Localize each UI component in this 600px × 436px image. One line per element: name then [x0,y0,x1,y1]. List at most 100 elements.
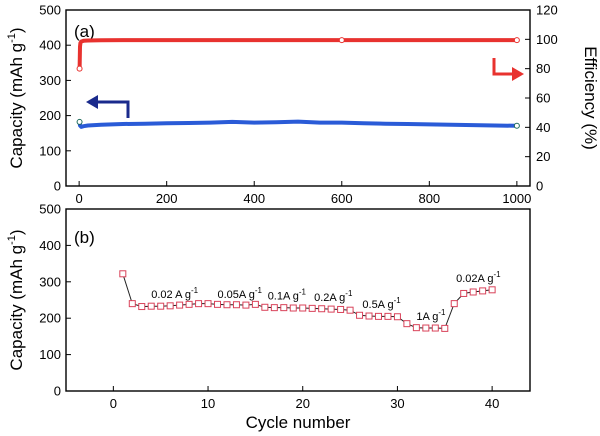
panel-b-data-point [441,324,449,332]
panel-a-y-axis-label-end: ) [7,27,26,33]
rate-annotation: 1A g-1 [416,308,446,323]
panel-b-data-point [403,320,411,328]
panel-a-x-tick-label: 0 [76,191,83,206]
panel-b-data-point [280,304,288,312]
panel-a-y-tick-label: 200 [39,108,61,123]
panel-b-data-point [469,288,477,296]
panel-b-data-point [270,304,278,312]
rate-annotation: 0.02 A g-1 [151,286,198,301]
panel-b-y-axis-label: Capacity (mAh g-1) [6,229,26,370]
panel-b-y-axis-label-sup: -1 [6,235,18,245]
panel-b-data-point [308,304,316,312]
panel-a-label: (a) [74,22,95,41]
arrow-right-marker [492,58,512,76]
rate-annotation: 0.2A g-1 [314,289,353,304]
panel-a-y2-tick-label: 0 [536,179,543,194]
panel-b-data-point [299,304,307,312]
rate-annotation-text: 0.05A g [218,289,255,301]
panel-b-series-line [122,273,493,329]
arrow-left-head [86,95,98,109]
rate-annotation-text: 1A g [416,311,438,323]
panel-a-x-ticks: 0 200 400 600 800 1000 [76,181,531,206]
panel-b-data-point [384,312,392,320]
panel-b-y-tick-label: 500 [39,202,61,217]
panel-a-y-ticks: 0 100 200 300 400 500 [39,3,71,194]
panel-a-series-capacity-line [77,119,517,129]
panel-b-y-tick-label: 100 [39,347,61,362]
panel-b-data-point [346,306,354,314]
panel-a-series-capacity-point [513,122,520,129]
panel-b-data-point [356,311,364,319]
rate-annotation-text: 0.1A g [268,290,299,302]
rate-annotation: 0.5A g-1 [362,296,401,311]
panel-b-x-axis-label: Cycle number [246,413,351,432]
rate-annotation-sup: -1 [299,287,307,296]
panel-a-y2-tick-label: 100 [536,32,558,47]
panel-a-x-tick-label: 200 [156,191,178,206]
rate-annotation-text: 0.02A g [456,273,493,285]
panel-b-x-tick-label: 10 [201,396,215,411]
panel-a-y-axis-label-sup: -1 [6,33,18,43]
panel-b-y-tick-label: 200 [39,311,61,326]
panel-a-x-tick-label: 800 [418,191,440,206]
panel-a-y-tick-label: 100 [39,143,61,158]
rate-annotation-sup: -1 [438,308,446,317]
panel-b-series [119,270,496,332]
panel-b-data-point [251,300,259,308]
panel-b-data-point [431,324,439,332]
panel-a-y2-tick-label: 80 [536,61,550,76]
panel-a-arrows [86,58,524,118]
panel-b-data-point [412,324,420,332]
rate-annotation-text: 0.02 A g [151,289,191,301]
panel-a-series-efficiency-point [513,37,520,44]
panel-b-y-tick-label: 300 [39,274,61,289]
panel-b-data-point [289,304,297,312]
panel-a-y2-tick-label: 60 [536,91,550,106]
panel-b-data-point [488,286,496,294]
panel-b-data-point [128,300,136,308]
rate-annotation-sup: -1 [345,289,353,298]
panel-a-y-tick-label: 500 [39,3,61,18]
panel-a-y2-tick-label: 20 [536,149,550,164]
panel-a-x-tick-label: 1000 [502,191,531,206]
panel-b-x-tick-label: 30 [390,396,404,411]
panel-b-data-point [374,312,382,320]
panel-b-data-point [176,301,184,309]
panel-a-y-tick-label: 300 [39,73,61,88]
panel-b-data-point [450,300,458,308]
panel-b-data-point [157,302,165,310]
panel-b-data-point [318,305,326,313]
panel-a-series-efficiency-line [77,38,517,69]
panel-b-data-point [204,300,212,308]
panel-b-data-point [185,300,193,308]
panel-b-x-tick-label: 40 [485,396,499,411]
panel-a-y-axis-label-main: Capacity (mAh g [7,43,26,169]
arrow-right-head [512,67,524,81]
rate-annotation-text: 0.2A g [314,292,345,304]
rate-annotation-sup: -1 [394,296,402,305]
panel-b-data-point [214,300,222,308]
panel-b-label: (b) [74,228,95,247]
panel-b-data-point [327,305,335,313]
panel-a-plot-frame [65,9,531,187]
panel-b-data-point [232,301,240,309]
panel-b-y-axis-label-main: Capacity (mAh g [7,245,26,371]
panel-a-series-capacity-point [76,118,83,125]
panel-b-y-tick-label: 400 [39,238,61,253]
panel-b-data-point [119,270,127,278]
rate-annotation: 0.05A g-1 [218,286,263,301]
panel-b-y-axis-label-end: ) [7,229,26,235]
panel-b-x-ticks: 0 10 20 30 40 [110,386,499,411]
panel-a-y2-axis-label: Efficiency (%) [581,46,600,150]
panel-b-y-tick-label: 0 [54,384,61,399]
panel-b-x-tick-label: 0 [110,396,117,411]
panel-a-y2-tick-label: 120 [536,3,558,18]
panel-a-y2-ticks: 0 20 40 60 80 100 120 [525,3,558,194]
panel-b-x-tick-label: 20 [296,396,310,411]
rate-annotation: 0.02A g-1 [456,270,501,285]
panel-a-y-axis-label: Capacity (mAh g-1) [6,27,26,168]
rate-annotation-sup: -1 [255,286,263,295]
panel-a-series [76,37,520,129]
